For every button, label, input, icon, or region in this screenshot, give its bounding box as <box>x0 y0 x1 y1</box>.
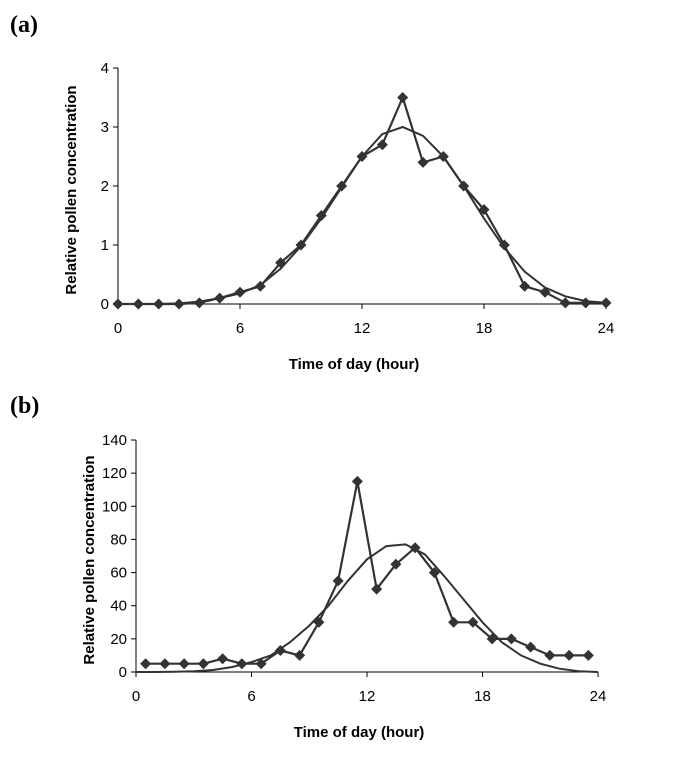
data-point-marker <box>376 139 388 151</box>
x-axis-title: Time of day (hour) <box>289 356 420 373</box>
y-tick-label: 20 <box>110 631 127 648</box>
data-point-marker <box>417 156 429 168</box>
data-point-marker <box>140 658 152 670</box>
observed-series-line <box>145 480 589 665</box>
data-point-marker <box>217 653 229 665</box>
fitted-curve-line <box>136 543 599 673</box>
data-point-marker <box>390 558 402 570</box>
data-point-marker <box>351 475 363 487</box>
data-point-marker <box>525 641 537 653</box>
y-tick-label: 2 <box>101 178 109 195</box>
y-tick-label: 140 <box>102 432 127 449</box>
chart-panel-b: (b) 0 20 40 60 80 100 120 140 0 6 12 18 24 Time of day… <box>10 393 606 741</box>
x-tick-label: 0 <box>132 688 140 705</box>
y-tick-label: 60 <box>110 565 127 582</box>
panel-label: (b) <box>10 393 39 419</box>
data-point-marker <box>544 649 556 661</box>
y-tick-label: 1 <box>101 237 109 254</box>
data-point-marker <box>332 575 344 587</box>
y-tick-label: 120 <box>102 465 127 482</box>
fitted-curve-line <box>118 125 607 305</box>
x-axis-title: Time of day (hour) <box>294 724 425 741</box>
data-point-marker <box>559 297 571 309</box>
data-point-marker <box>294 649 306 661</box>
x-tick-label: 24 <box>590 688 607 705</box>
data-point-marker <box>582 649 594 661</box>
data-point-marker <box>397 92 409 103</box>
x-tick-label: 0 <box>114 320 122 337</box>
data-point-marker <box>600 297 612 309</box>
y-tick-label: 3 <box>101 119 109 136</box>
data-point-marker <box>563 649 575 661</box>
y-tick-label: 4 <box>101 60 109 77</box>
y-tick-label: 40 <box>110 598 127 615</box>
x-tick-label: 18 <box>476 320 493 337</box>
data-point-marker <box>371 583 383 595</box>
data-point-marker <box>159 658 171 670</box>
x-tick-label: 12 <box>354 320 371 337</box>
x-tick-label: 18 <box>474 688 491 705</box>
data-point-marker <box>448 616 460 628</box>
panel-label: (a) <box>10 12 38 38</box>
data-point-marker <box>428 567 440 579</box>
y-tick-label: 80 <box>110 531 127 548</box>
data-point-marker <box>178 658 190 670</box>
y-tick-label: 0 <box>119 664 127 681</box>
x-tick-label: 6 <box>236 320 244 337</box>
y-tick-label: 100 <box>102 498 127 515</box>
data-point-marker <box>580 297 592 309</box>
data-point-marker <box>519 280 531 292</box>
y-axis-title: Relative pollen concentration <box>81 455 98 664</box>
x-tick-label: 6 <box>247 688 255 705</box>
data-point-marker <box>467 616 479 628</box>
data-point-marker <box>197 658 209 670</box>
y-tick-label: 0 <box>101 296 109 313</box>
x-tick-label: 12 <box>359 688 376 705</box>
data-point-marker <box>193 297 205 309</box>
data-point-marker <box>255 658 267 670</box>
observed-series-line <box>118 96 606 306</box>
x-tick-label: 24 <box>598 320 615 337</box>
y-axis-title: Relative pollen concentration <box>63 85 80 294</box>
data-point-marker <box>505 633 517 645</box>
